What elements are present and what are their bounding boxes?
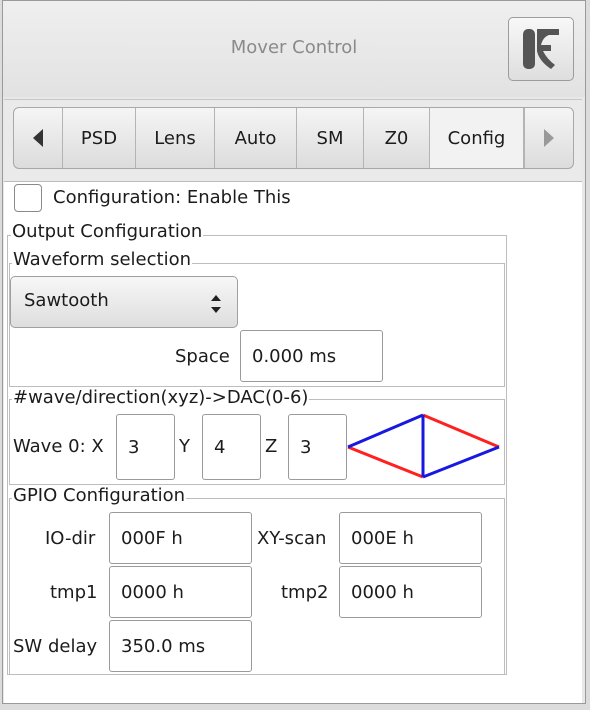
xy-scan-input[interactable]: 000E h [339, 512, 482, 564]
sw-delay-input[interactable]: 350.0 ms [109, 620, 252, 672]
tab-bar: PSD Lens Auto SM Z0 Config [13, 107, 574, 169]
tab-label: Config [447, 127, 506, 149]
xy-scan-label: XY-scan [257, 528, 327, 549]
window-title: Mover Control [230, 37, 358, 58]
tab-label: SM [316, 127, 344, 149]
tmp1-input[interactable]: 0000 h [109, 566, 252, 618]
wave-x-input[interactable]: 3 [116, 414, 175, 480]
output-config-title: Output Configuration [11, 221, 204, 243]
tmp2-label: tmp2 [281, 582, 329, 603]
wave-trace-blue-2 [422, 445, 500, 479]
wave-z-label: Z [265, 436, 278, 457]
window-menu-button[interactable] [508, 17, 574, 81]
arrow-left-icon [33, 129, 43, 147]
tab-scroll-left[interactable] [14, 108, 63, 168]
waveform-preview [347, 413, 500, 479]
spinner-arrows-icon [211, 295, 221, 313]
enable-checkbox[interactable] [14, 184, 42, 212]
enable-label: Configuration: Enable This [53, 187, 291, 208]
tab-sm[interactable]: SM [297, 108, 364, 168]
tab-label: PSD [80, 127, 118, 149]
tab-scroll-right[interactable] [524, 108, 573, 168]
wave-y-input[interactable]: 4 [202, 414, 261, 480]
tab-psd[interactable]: PSD [63, 108, 136, 168]
title-bar[interactable]: Mover Control [3, 1, 585, 97]
wave0-label: Wave 0: X [13, 436, 104, 457]
io-dir-label: IO-dir [45, 528, 96, 549]
wave-z-input[interactable]: 3 [288, 414, 347, 480]
wave-trace-red-1 [347, 445, 424, 479]
tab-label: Lens [154, 127, 196, 149]
tmp1-label: tmp1 [50, 582, 98, 603]
waveform-title: Waveform selection [12, 249, 192, 271]
tab-label: Auto [234, 127, 277, 149]
waveform-frame [9, 263, 505, 387]
tmp2-input[interactable]: 0000 h [339, 566, 482, 618]
tab-label: Z0 [384, 127, 409, 149]
wave-title: #wave/direction(xyz)->DAC(0-6) [12, 387, 310, 409]
wave-trace-blue-1 [347, 413, 424, 449]
tab-lens[interactable]: Lens [136, 108, 215, 168]
sw-delay-label: SW delay [13, 636, 98, 657]
waveform-select[interactable]: Sawtooth [10, 276, 238, 328]
tab-config[interactable]: Config [430, 108, 524, 168]
space-input[interactable]: 0.000 ms [240, 330, 383, 382]
tab-z0[interactable]: Z0 [364, 108, 430, 168]
tab-auto[interactable]: Auto [215, 108, 297, 168]
wave-y-label: Y [179, 436, 190, 457]
waveform-selected: Sawtooth [24, 290, 109, 311]
gpio-title: GPIO Configuration [12, 485, 187, 507]
wave-trace-red-2 [422, 413, 500, 449]
gpio-frame [9, 498, 505, 675]
arrow-right-icon [544, 129, 554, 147]
space-label: Space [175, 346, 230, 367]
io-dir-input[interactable]: 000F h [109, 512, 252, 564]
app-logo-icon [523, 29, 559, 69]
